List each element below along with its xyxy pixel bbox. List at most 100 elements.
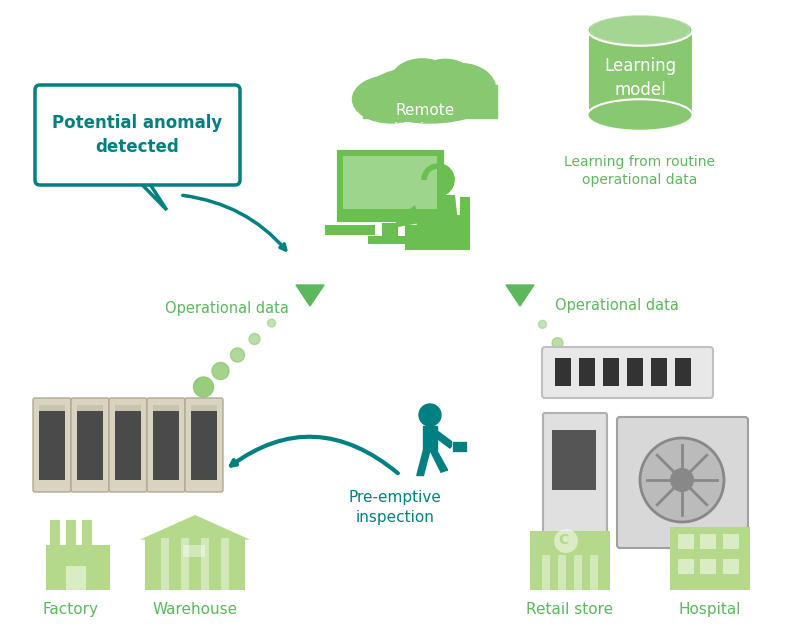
Bar [530, 530, 610, 590]
FancyBboxPatch shape [542, 347, 713, 398]
Bar [587, 30, 692, 115]
Ellipse shape [391, 59, 453, 102]
Bar [423, 426, 436, 450]
Bar [191, 410, 217, 480]
Ellipse shape [587, 14, 692, 46]
Polygon shape [296, 285, 324, 306]
Bar [325, 224, 375, 235]
Bar [115, 405, 141, 411]
Bar [452, 442, 467, 452]
Text: Learning from routine
operational data: Learning from routine operational data [564, 155, 715, 187]
Bar [201, 537, 209, 590]
Polygon shape [460, 197, 470, 250]
FancyBboxPatch shape [147, 398, 185, 492]
Bar [153, 410, 179, 480]
Bar [558, 555, 566, 590]
Circle shape [231, 348, 244, 362]
Polygon shape [433, 431, 455, 448]
Polygon shape [417, 450, 430, 475]
Circle shape [579, 372, 596, 389]
Bar [77, 405, 103, 411]
Bar [39, 405, 65, 411]
Polygon shape [395, 205, 420, 227]
Bar [700, 534, 717, 550]
Bar [153, 405, 179, 411]
Circle shape [539, 320, 546, 328]
Bar [590, 555, 598, 590]
Bar [675, 358, 691, 386]
Bar [678, 558, 694, 574]
Bar [82, 520, 92, 550]
Bar [50, 520, 60, 550]
Bar [221, 537, 229, 590]
Bar [181, 537, 189, 590]
Polygon shape [430, 450, 447, 472]
Bar [161, 537, 169, 590]
Bar [343, 155, 437, 208]
Ellipse shape [364, 66, 496, 123]
Bar [382, 222, 398, 238]
Circle shape [249, 334, 260, 344]
Circle shape [565, 355, 579, 369]
FancyBboxPatch shape [33, 398, 71, 492]
Text: Warehouse: Warehouse [152, 602, 238, 617]
Bar [335, 148, 445, 222]
Bar [368, 236, 412, 243]
Bar [46, 544, 110, 590]
Circle shape [212, 362, 229, 380]
Bar [363, 85, 497, 118]
Ellipse shape [352, 75, 430, 123]
Bar [145, 537, 245, 590]
Text: Learning
model: Learning model [604, 58, 676, 99]
Polygon shape [405, 215, 465, 250]
Bar [723, 534, 739, 550]
Bar [700, 558, 717, 574]
Polygon shape [137, 180, 166, 210]
Bar [678, 534, 694, 550]
Text: Potential anomaly
detected: Potential anomaly detected [52, 114, 222, 156]
Circle shape [268, 319, 276, 327]
Bar [579, 358, 595, 386]
FancyBboxPatch shape [543, 413, 607, 547]
Bar [183, 544, 205, 557]
Text: C: C [558, 532, 568, 546]
Ellipse shape [590, 15, 690, 45]
Text: Operational data: Operational data [555, 298, 679, 312]
Polygon shape [415, 195, 460, 240]
Ellipse shape [418, 59, 473, 95]
Bar [723, 558, 739, 574]
Circle shape [670, 468, 694, 492]
Bar [552, 430, 596, 490]
Bar [66, 566, 86, 590]
Circle shape [193, 377, 214, 397]
Circle shape [640, 438, 724, 522]
Bar [39, 410, 65, 480]
Bar [603, 358, 619, 386]
Text: Remote
monitoring cloud: Remote monitoring cloud [360, 103, 490, 137]
FancyBboxPatch shape [35, 85, 240, 185]
FancyBboxPatch shape [109, 398, 147, 492]
Circle shape [422, 164, 454, 196]
Bar [542, 555, 550, 590]
Bar [66, 520, 75, 550]
FancyBboxPatch shape [617, 417, 748, 548]
Circle shape [554, 529, 578, 553]
Bar [191, 405, 217, 411]
Bar [555, 358, 571, 386]
Bar [627, 358, 643, 386]
Text: Factory: Factory [42, 602, 98, 617]
Polygon shape [140, 515, 250, 539]
Circle shape [552, 337, 563, 349]
Ellipse shape [426, 64, 496, 116]
Text: Pre-emptive
inspection: Pre-emptive inspection [349, 490, 441, 525]
FancyBboxPatch shape [185, 398, 223, 492]
Bar [670, 527, 750, 590]
Polygon shape [506, 285, 534, 306]
Text: Retail store: Retail store [527, 602, 614, 617]
Ellipse shape [587, 99, 692, 131]
Bar [77, 410, 103, 480]
Bar [651, 358, 667, 386]
Text: Hospital: Hospital [679, 602, 741, 617]
Text: Operational data: Operational data [165, 300, 289, 316]
Bar [115, 410, 141, 480]
